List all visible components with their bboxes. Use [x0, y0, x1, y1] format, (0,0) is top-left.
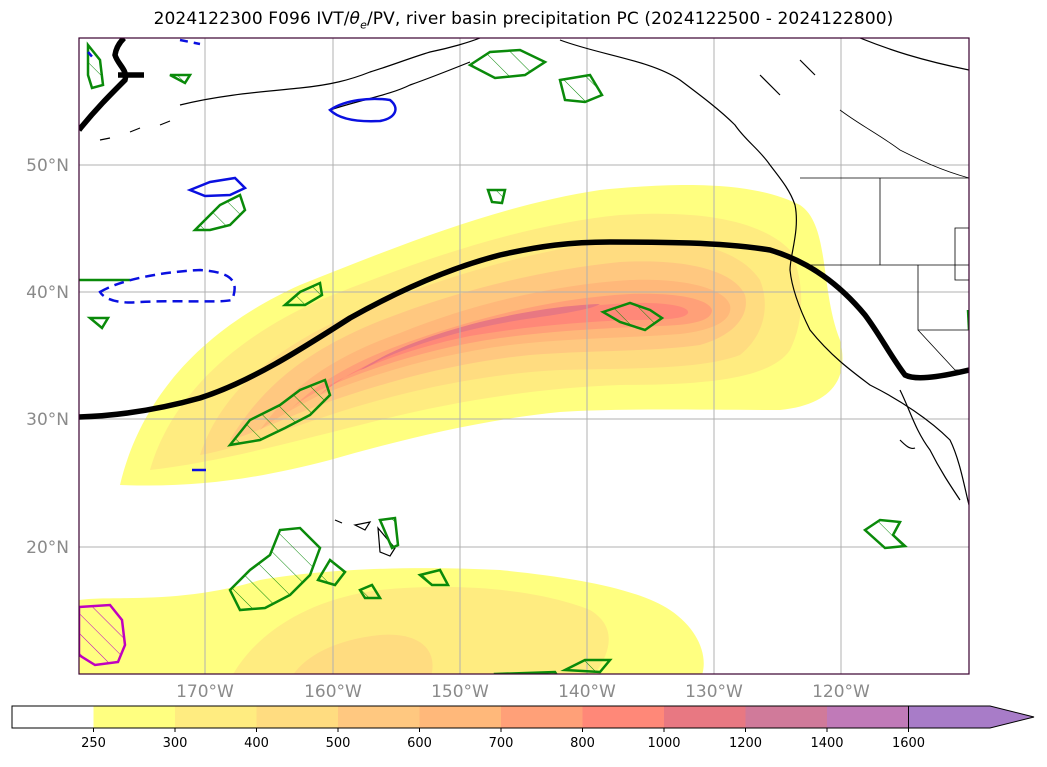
ivt-level-1000	[360, 304, 600, 370]
colorbar-swatch	[582, 706, 665, 728]
lon-label-160w: 160°W	[304, 682, 362, 702]
graticule	[79, 38, 969, 674]
colorbar-extend-arrow	[908, 705, 1035, 729]
colorbar-swatch	[827, 706, 909, 728]
colorbar-swatch	[664, 706, 746, 728]
pv-contours	[87, 38, 397, 472]
colorbar-swatch	[175, 706, 257, 728]
lon-label-140w: 140°W	[558, 682, 616, 702]
theta-e-contours	[79, 41, 969, 674]
state-borders	[800, 109, 969, 371]
colorbar-tick-label: 700	[489, 736, 514, 751]
lon-label-130w: 130°W	[685, 682, 743, 702]
map-frame	[78, 37, 970, 675]
colorbar-swatch	[256, 706, 339, 728]
lat-label-40: 40°N	[26, 283, 69, 303]
lat-label-50: 50°N	[26, 156, 69, 176]
colorbar-tick-label: 800	[570, 736, 595, 751]
colorbar-tick-label: 300	[163, 736, 188, 751]
lon-label-120w: 120°W	[812, 682, 870, 702]
colorbar-tick-label: 1600	[892, 736, 925, 751]
colorbar-swatch	[338, 706, 420, 728]
colorbar-swatch	[419, 706, 502, 728]
coastlines	[99, 38, 969, 557]
colorbar-tick-label: 1400	[810, 736, 843, 751]
ivt-tropical-400	[293, 634, 433, 674]
ivt-corner-line	[79, 38, 129, 132]
lat-label-30: 30°N	[26, 410, 69, 430]
colorbar-swatch	[93, 706, 176, 728]
lat-label-20: 20°N	[26, 538, 69, 558]
lon-label-150w: 150°W	[431, 682, 489, 702]
ivt-shading	[79, 185, 843, 674]
ivt-level-700	[290, 293, 712, 410]
map-title: 2024122300 F096 IVT/θe/PV, river basin p…	[153, 9, 894, 32]
colorbar-tick-label: 250	[81, 736, 106, 751]
colorbar-tick-label: 1000	[647, 736, 680, 751]
colorbar-frame	[11, 705, 909, 729]
colorbar-tick-label: 500	[326, 736, 351, 751]
map-plot-area	[79, 38, 969, 674]
lon-labels: 170°W 160°W 150°W 140°W 130°W 120°W	[176, 682, 870, 702]
magenta-contour	[79, 603, 127, 667]
colorbar: 250 300 400 500 600 700 800 1000 1200 1400 1600	[11, 705, 1035, 751]
colorbar-swatch	[745, 706, 828, 728]
colorbar-tick-label: 1200	[729, 736, 762, 751]
lon-label-170w: 170°W	[176, 682, 234, 702]
colorbar-swatch	[12, 706, 94, 728]
lat-labels: 50°N 40°N 30°N 20°N	[26, 156, 69, 558]
ivt-axis-line	[79, 239, 969, 420]
colorbar-tick-label: 400	[244, 736, 269, 751]
colorbar-tick-label: 600	[407, 736, 432, 751]
colorbar-swatch	[501, 706, 583, 728]
